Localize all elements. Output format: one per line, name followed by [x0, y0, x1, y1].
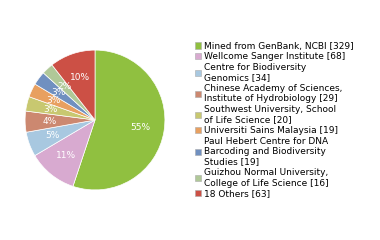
Text: 2%: 2% [57, 82, 71, 91]
Wedge shape [52, 50, 95, 120]
Wedge shape [25, 111, 95, 132]
Text: 11%: 11% [56, 151, 76, 160]
Text: 5%: 5% [45, 131, 60, 140]
Legend: Mined from GenBank, NCBI [329], Wellcome Sanger Institute [68], Centre for Biodi: Mined from GenBank, NCBI [329], Wellcome… [195, 42, 354, 198]
Wedge shape [73, 50, 165, 190]
Text: 3%: 3% [44, 105, 58, 114]
Text: 3%: 3% [47, 96, 61, 105]
Text: 10%: 10% [70, 72, 90, 82]
Wedge shape [26, 120, 95, 156]
Text: 55%: 55% [130, 123, 150, 132]
Wedge shape [43, 65, 95, 120]
Wedge shape [26, 97, 95, 120]
Wedge shape [35, 120, 95, 186]
Text: 4%: 4% [43, 117, 57, 126]
Text: 3%: 3% [51, 88, 66, 97]
Wedge shape [35, 73, 95, 120]
Wedge shape [29, 84, 95, 120]
